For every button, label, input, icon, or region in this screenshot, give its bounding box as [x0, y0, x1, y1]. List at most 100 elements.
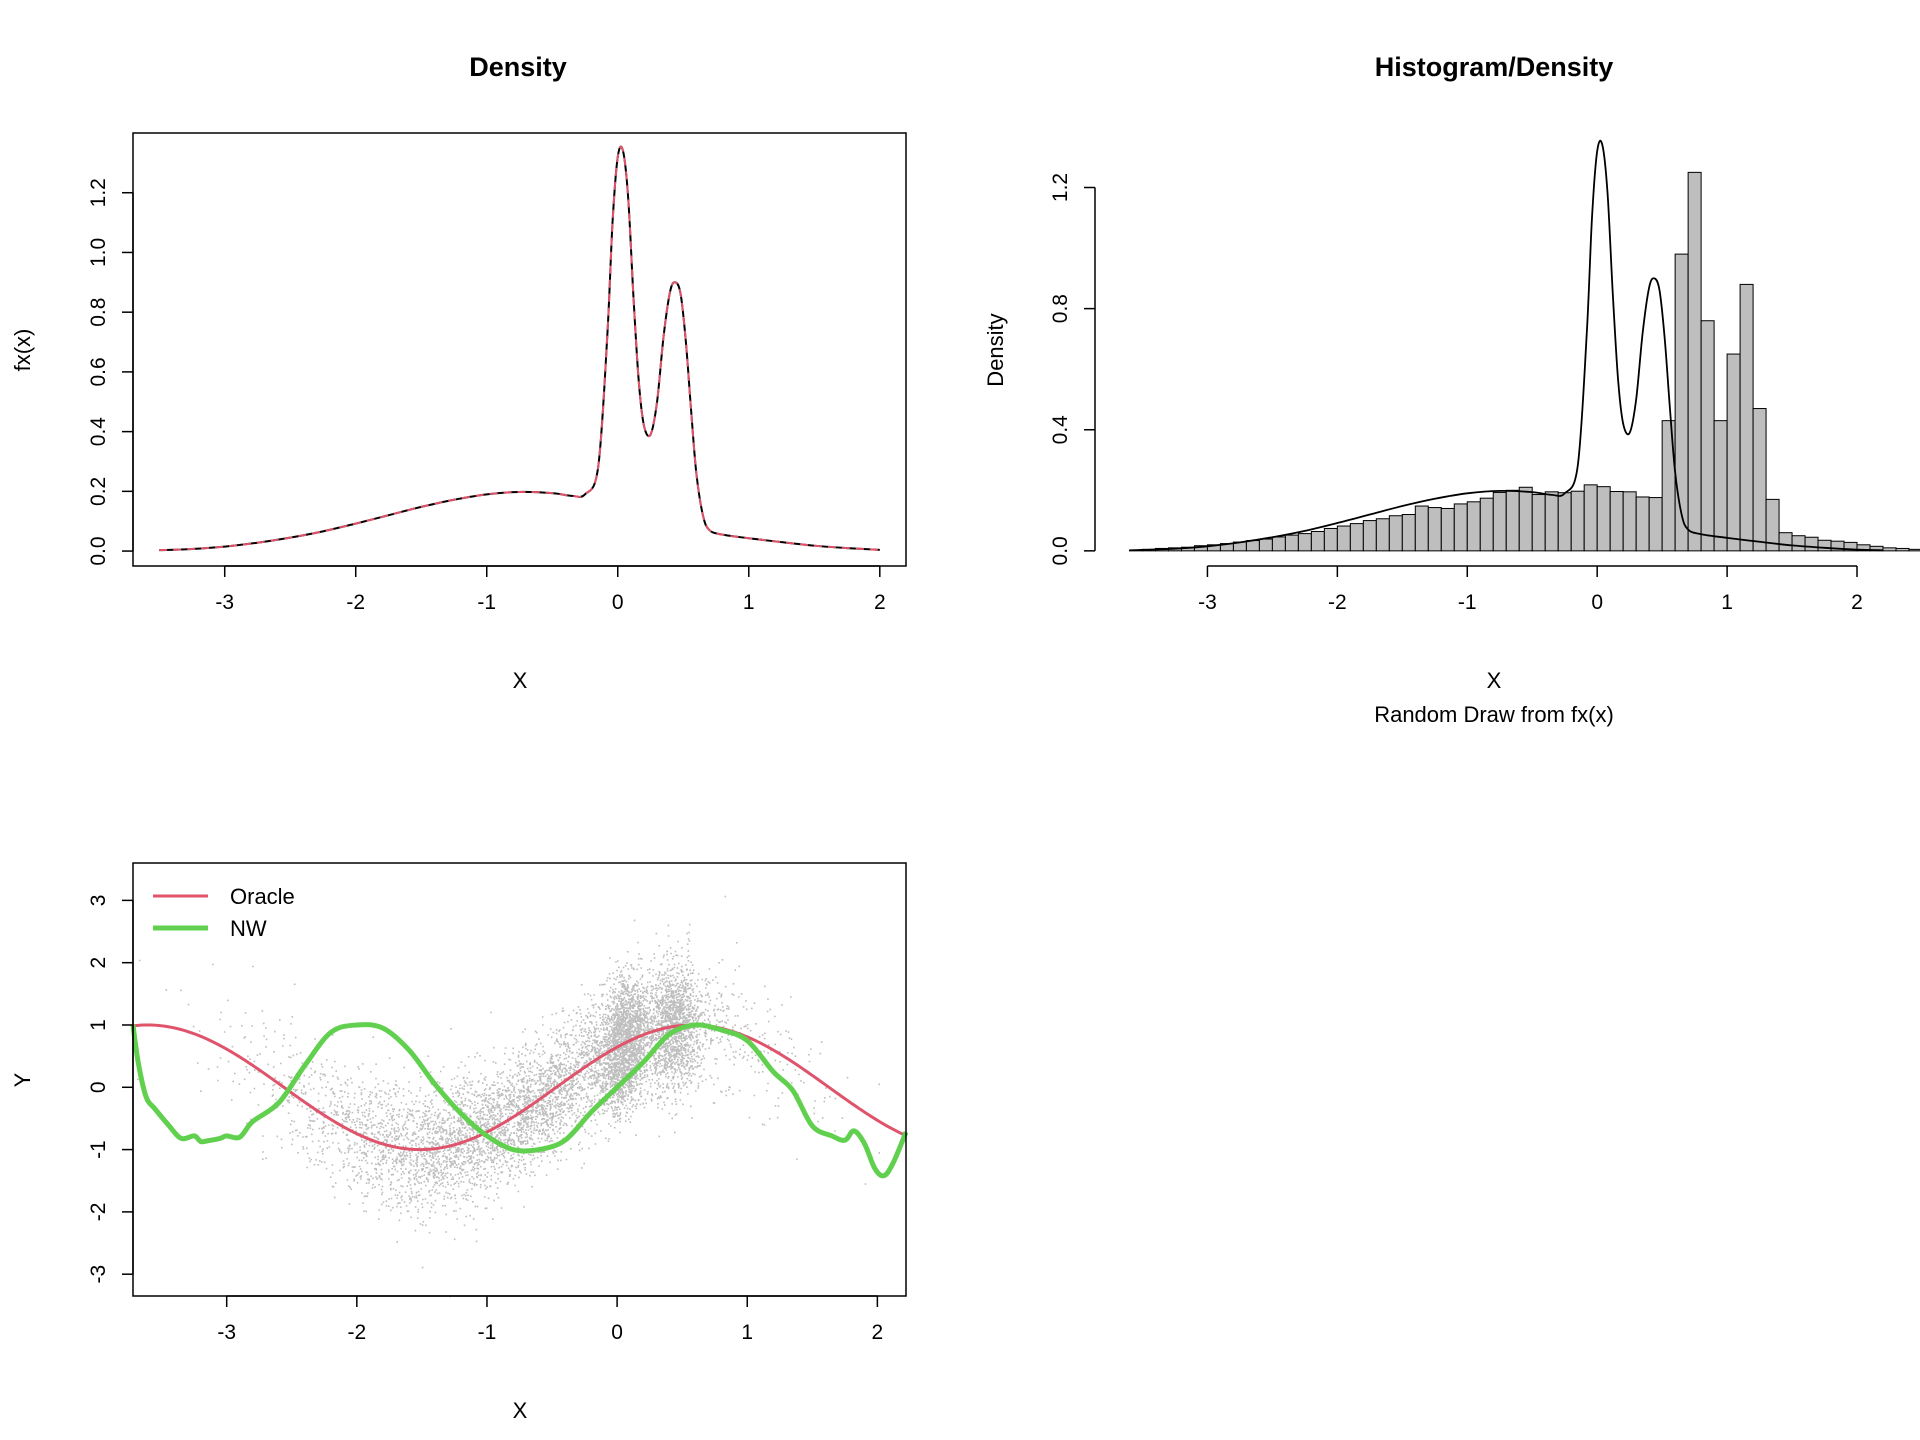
oracle-line: [132, 1023, 907, 1152]
regression-y-tick-label: 1: [87, 1019, 110, 1031]
histogram-bar: [1687, 171, 1702, 552]
density-y-tick-label: 0.6: [87, 357, 110, 386]
density-y-tick-label: 0.8: [87, 298, 110, 327]
density-true-line: [159, 145, 880, 552]
density-y-axis: 0.0 0.2 0.4 0.6 0.8 1.0 1.2: [87, 178, 134, 566]
histogram-x-tick-label: -2: [1328, 591, 1347, 614]
density-x-tick-label: -3: [215, 591, 234, 614]
histogram-bar: [1466, 501, 1481, 552]
density-x-tick-label: 0: [612, 591, 624, 614]
regression-y-axis: -3 -2 -1 0 1 2 3: [87, 895, 134, 1284]
regression-x-tick-label: 2: [872, 1321, 884, 1344]
histogram-bar: [1323, 527, 1338, 552]
density-x-tick-label: 2: [874, 591, 886, 614]
density-y-tick-label: 0.2: [87, 477, 110, 506]
density-plot-box: [132, 132, 907, 567]
density-panel: Density -3 -2 -1 0 1 2 0.00.20.40.60.81.01.2 …: [10, 52, 907, 693]
histogram-bar: [1622, 491, 1637, 552]
histogram-y-tick-label: 0.8: [1049, 294, 1072, 323]
histogram-y-label: Density: [983, 313, 1008, 386]
histogram-x-tick-label: -1: [1458, 591, 1477, 614]
histogram-bar: [1414, 505, 1429, 552]
histogram-bar: [1908, 548, 1920, 552]
histogram-y-tick-label: 0.4: [1049, 415, 1072, 445]
legend-oracle-label: Oracle: [230, 884, 295, 909]
density-title: Density: [469, 52, 567, 82]
scatter-points: [137, 895, 881, 1298]
histogram-bar: [1882, 547, 1897, 552]
histogram-x-tick-label: 1: [1721, 591, 1733, 614]
histogram-panel: Histogram/Density -3 -2 -1 0 1 2 0.0 0.4 0.8 1.2…: [983, 52, 1920, 727]
regression-x-tick-label: -2: [347, 1321, 366, 1344]
histogram-bar: [1284, 534, 1299, 552]
histogram-bar: [1713, 420, 1728, 552]
histogram-density-curve: [1129, 139, 1884, 552]
histogram-bar: [1739, 283, 1754, 552]
histogram-y-axis: 0.0 0.4 0.8 1.2: [1049, 173, 1096, 565]
histogram-bar: [1778, 532, 1793, 552]
histogram-x-tick-label: 0: [1591, 591, 1603, 614]
regression-x-label: X: [513, 1398, 528, 1423]
regression-curves: [130, 1022, 909, 1179]
histogram-bar: [1765, 498, 1780, 552]
histogram-bar: [1336, 525, 1351, 552]
histogram-bar: [1310, 530, 1325, 552]
histogram-bar: [1674, 253, 1689, 552]
density-x-label: X: [513, 668, 528, 693]
histogram-bar: [1440, 507, 1455, 552]
histogram-bar: [1752, 408, 1767, 552]
histogram-bar: [1505, 489, 1520, 552]
regression-y-tick-label: 3: [87, 895, 110, 907]
histogram-bar: [1388, 515, 1403, 552]
regression-y-tick-label: -1: [87, 1140, 110, 1159]
density-y-label: fx(x): [10, 329, 35, 372]
histogram-bar: [1531, 494, 1546, 552]
histogram-bar: [1245, 540, 1260, 552]
density-x-tick-label: 1: [743, 591, 755, 614]
regression-x-tick-label: 1: [741, 1321, 753, 1344]
histogram-bar: [1609, 491, 1624, 552]
histogram-x-tick-label: -3: [1198, 591, 1217, 614]
histogram-bar: [1648, 497, 1663, 552]
regression-x-axis: -3 -2 -1 0 1 2: [217, 1295, 884, 1344]
histogram-bar: [1271, 536, 1286, 552]
histogram-bar: [1362, 520, 1377, 552]
histogram-bar: [1791, 535, 1806, 552]
density-x-axis: -3 -2 -1 0 1 2: [215, 565, 886, 614]
legend-nw-label: NW: [230, 916, 267, 941]
histogram-bar: [1583, 484, 1598, 552]
regression-y-tick-label: -3: [87, 1265, 110, 1284]
histogram-x-label: X: [1487, 668, 1502, 693]
regression-x-tick-label: -3: [217, 1321, 236, 1344]
histogram-bar: [1635, 496, 1650, 552]
histogram-bar: [1479, 497, 1494, 552]
histogram-bar: [1726, 353, 1741, 552]
histogram-bar: [1557, 492, 1572, 552]
histogram-bar: [1544, 491, 1559, 552]
regression-panel: -3 -2 -1 0 1 2 -3 -2 -1 0 1 2 3 Oracle NW X Y: [10, 862, 909, 1423]
histogram-bar: [1401, 514, 1416, 552]
histogram-bar: [1453, 503, 1468, 552]
histogram-title: Histogram/Density: [1375, 52, 1614, 82]
histogram-bar: [1518, 486, 1533, 552]
density-overlay-line: [1129, 139, 1884, 552]
density-y-tick-label: 0.4: [87, 417, 110, 447]
density-curves: [159, 145, 880, 552]
regression-y-tick-label: 0: [87, 1081, 110, 1093]
histogram-y-tick-label: 0.0: [1049, 536, 1072, 565]
density-x-tick-label: -1: [477, 591, 496, 614]
histogram-bar: [1349, 523, 1364, 552]
nw-line: [130, 1022, 909, 1179]
density-y-tick-label: 0.0: [87, 536, 110, 565]
density-estimate-line: [159, 145, 880, 552]
density-y-tick-label: 1.2: [87, 178, 110, 207]
scatter-point-cloud: [137, 895, 881, 1298]
regression-legend: Oracle NW: [153, 884, 295, 941]
histogram-bar: [1804, 536, 1819, 552]
histogram-bar: [1700, 320, 1715, 552]
histogram-bar: [1570, 490, 1585, 552]
regression-x-tick-label: 0: [611, 1321, 623, 1344]
regression-y-tick-label: 2: [87, 957, 110, 969]
histogram-x-tick-label: 2: [1851, 591, 1863, 614]
